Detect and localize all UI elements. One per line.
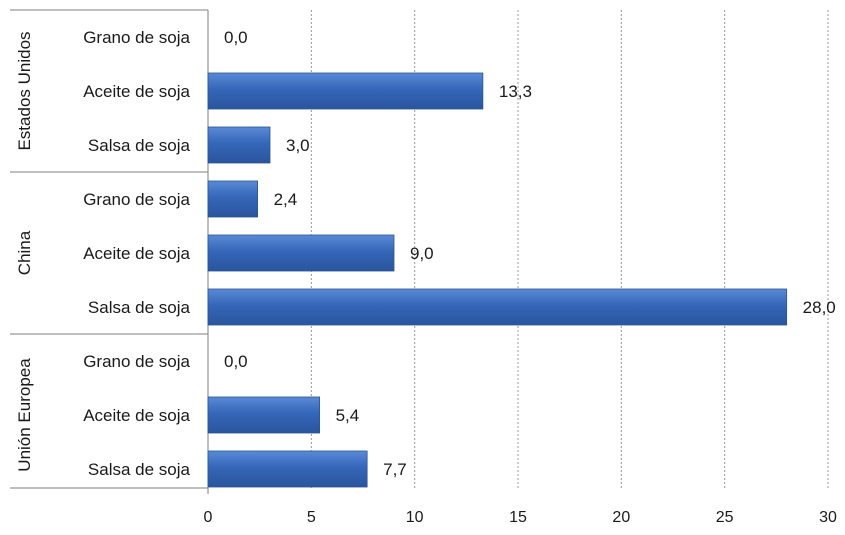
x-tick-label: 20 bbox=[612, 509, 630, 526]
data-label: 5,4 bbox=[336, 406, 360, 425]
data-label: 3,0 bbox=[286, 136, 310, 155]
category-label: Aceite de soja bbox=[83, 244, 190, 263]
data-label: 28,0 bbox=[803, 298, 836, 317]
data-label: 13,3 bbox=[499, 82, 532, 101]
category-label: Salsa de soja bbox=[88, 460, 191, 479]
group-label: Estados Unidos bbox=[15, 31, 34, 150]
bars bbox=[207, 72, 788, 488]
category-label: Grano de soja bbox=[83, 28, 190, 47]
x-tick-label: 30 bbox=[819, 509, 837, 526]
category-label: Grano de soja bbox=[83, 190, 190, 209]
data-label: 0,0 bbox=[224, 28, 248, 47]
bar bbox=[207, 72, 484, 110]
bar bbox=[207, 126, 271, 164]
bar bbox=[207, 288, 788, 326]
x-tick-label: 0 bbox=[204, 509, 213, 526]
bar bbox=[207, 450, 368, 488]
category-label: Salsa de soja bbox=[88, 136, 191, 155]
category-label: Aceite de soja bbox=[83, 406, 190, 425]
category-label: Aceite de soja bbox=[83, 82, 190, 101]
data-label: 7,7 bbox=[383, 460, 407, 479]
category-label: Salsa de soja bbox=[88, 298, 191, 317]
data-label: 9,0 bbox=[410, 244, 434, 263]
bar bbox=[207, 180, 258, 218]
data-label: 2,4 bbox=[274, 190, 298, 209]
category-label: Grano de soja bbox=[83, 352, 190, 371]
x-tick-label: 15 bbox=[509, 509, 527, 526]
x-tick-label: 25 bbox=[716, 509, 734, 526]
data-label: 0,0 bbox=[224, 352, 248, 371]
bar bbox=[207, 396, 320, 434]
group-label: Unión Europea bbox=[15, 358, 34, 472]
bar bbox=[207, 234, 395, 272]
x-tick-label: 5 bbox=[307, 509, 316, 526]
x-tick-label: 10 bbox=[406, 509, 424, 526]
labels: Estados Unidos Grano de soja 0,0 Aceite de … bbox=[15, 28, 836, 479]
group-label: China bbox=[15, 230, 34, 275]
